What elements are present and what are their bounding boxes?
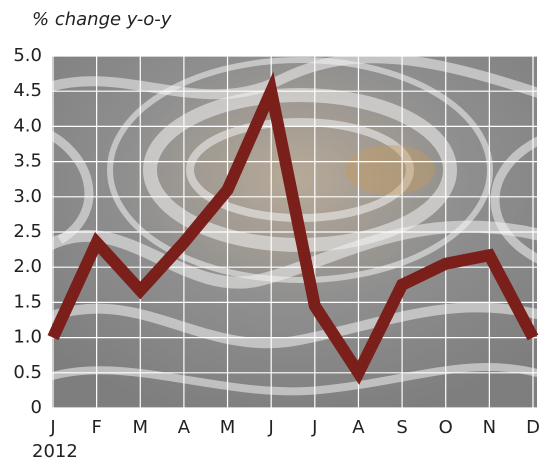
x-tick-label: F <box>91 417 101 438</box>
y-tick-label: 0 <box>31 397 42 418</box>
y-tick-label: 4.0 <box>13 115 42 136</box>
x-tick-label: O <box>439 417 453 438</box>
y-tick-label: 4.5 <box>13 80 42 101</box>
y-tick-label: 2.0 <box>13 256 42 277</box>
x-tick-label: D <box>526 417 540 438</box>
x-tick-label: M <box>220 417 236 438</box>
x-tick-label: S <box>396 417 407 438</box>
y-tick-label: 2.5 <box>13 221 42 242</box>
y-tick-label: 3.0 <box>13 186 42 207</box>
x-tick-label: M <box>133 417 149 438</box>
year-label: 2012 <box>32 441 78 462</box>
x-tick-label: J <box>311 417 317 438</box>
x-tick-label: A <box>352 417 365 438</box>
x-tick-label: J <box>268 417 274 438</box>
chart-title: % change y-o-y <box>32 9 172 30</box>
y-tick-label: 1.0 <box>13 327 42 348</box>
line <box>47 71 539 385</box>
y-tick-label: 3.5 <box>13 151 42 172</box>
x-tick-label: A <box>178 417 191 438</box>
y-tick-label: 1.5 <box>13 291 42 312</box>
y-tick-label: 0.5 <box>13 362 42 383</box>
x-tick-label: J <box>49 417 55 438</box>
y-tick-label: 5.0 <box>13 45 42 66</box>
x-tick-label: N <box>483 417 496 438</box>
